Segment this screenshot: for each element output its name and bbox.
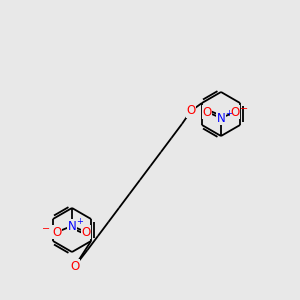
Text: −: −: [42, 224, 50, 234]
Text: O: O: [230, 106, 240, 118]
Text: +: +: [225, 110, 232, 118]
Text: O: O: [202, 106, 211, 118]
Text: O: O: [81, 226, 91, 238]
Text: O: O: [52, 226, 62, 238]
Text: O: O: [70, 260, 80, 272]
Text: N: N: [217, 112, 225, 124]
Text: N: N: [68, 220, 76, 232]
Text: +: +: [76, 218, 83, 226]
Text: −: −: [240, 104, 248, 114]
Text: O: O: [186, 104, 196, 118]
